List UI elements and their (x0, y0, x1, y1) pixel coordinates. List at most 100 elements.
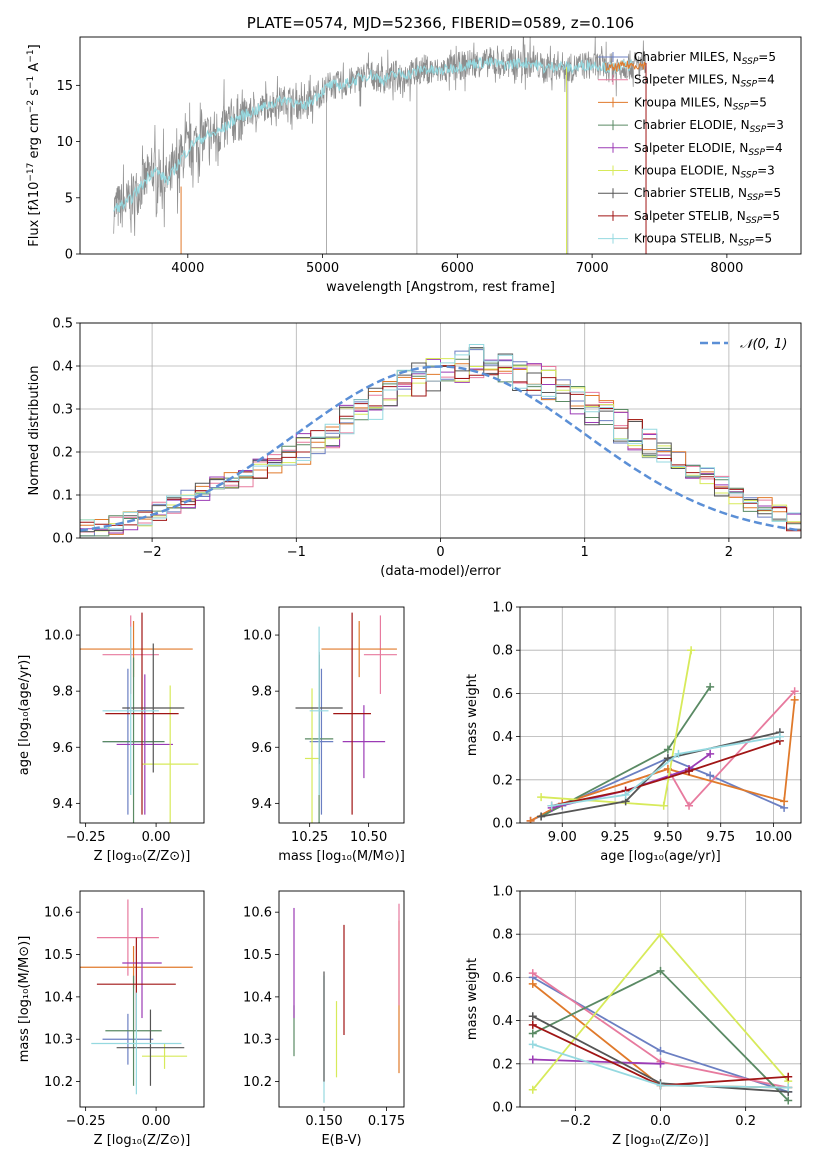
series-marker (656, 1081, 665, 1090)
legend-entry: Kroupa ELODIE, NSSP=3 (634, 164, 775, 181)
y-tick-label: 10.6 (44, 906, 73, 921)
histogram-step (80, 344, 801, 530)
x-tick-label: 9.25 (601, 830, 630, 845)
axes-frame (278, 890, 405, 1108)
series-marker (526, 816, 535, 823)
x-axis-label: Z [log₁₀(Z/Z⊙)] (94, 1133, 191, 1148)
series-marker (528, 1085, 537, 1094)
y-tick-label: 10.5 (243, 948, 272, 963)
y-tick-label: 15 (56, 79, 73, 94)
y-axis-label: mass weight (465, 958, 480, 1040)
y-tick-label: 10.2 (44, 1075, 73, 1090)
plot-area (293, 903, 400, 1103)
axes-frame (79, 606, 205, 824)
series-marker (780, 797, 789, 806)
y-tick-label: 0.4 (52, 360, 73, 375)
y-tick-label: 0.4 (492, 1014, 513, 1029)
x-tick-label: 10.25 (291, 830, 328, 845)
y-tick-label: 0.8 (492, 644, 513, 659)
plot-area (528, 930, 793, 1105)
y-tick-label: 0.6 (492, 687, 513, 702)
y-axis-label: mass weight (465, 674, 480, 756)
y-axis-label: age [log₁₀(age/yr)] (17, 655, 32, 776)
x-axis-label: age [log₁₀(age/yr)] (600, 849, 721, 864)
y-tick-label: 10.0 (44, 629, 73, 644)
series-marker (656, 966, 665, 975)
y-tick-label: 10.4 (243, 990, 272, 1005)
series-marker (528, 1029, 537, 1038)
series-marker (775, 732, 784, 741)
series-line (532, 1058, 661, 1065)
x-tick-label: 10.00 (755, 830, 792, 845)
histogram-axes: −2 −1 0 1 2 0.0 0.1 0.2 0.3 0.4 0.5 (data-model)/er… (27, 317, 802, 579)
x-tick-label: 6000 (441, 261, 474, 276)
y-tick-label: 0.3 (52, 403, 73, 418)
series-marker (663, 754, 672, 763)
series-marker (656, 930, 665, 939)
axes-frame (519, 890, 802, 1108)
x-axis-label: E(B-V) (321, 1133, 361, 1148)
y-axis-label: Flux [fλ10−17 erg cm−2 s−1 A−1] (26, 44, 42, 246)
y-tick-label: 10.3 (44, 1033, 73, 1048)
x-tick-label: 0.175 (368, 1114, 405, 1129)
y-tick-label: 10.5 (44, 948, 73, 963)
x-tick-label: 1 (581, 545, 589, 560)
x-tick-label: 7000 (576, 261, 609, 276)
x-tick-label: 10.50 (350, 830, 387, 845)
x-axis-label: Z [log₁₀(Z/Z⊙)] (94, 849, 191, 864)
plot-area (526, 646, 799, 823)
series-marker (528, 969, 537, 978)
series-marker (706, 682, 715, 691)
series-marker (790, 695, 799, 704)
y-tick-label: 9.4 (251, 797, 272, 812)
series-marker (784, 1083, 793, 1092)
plot-area (113, 37, 647, 254)
series-marker (547, 801, 556, 810)
series-marker (528, 979, 537, 988)
legend-entry: Kroupa STELIB, NSSP=5 (634, 232, 772, 249)
x-tick-label: 0 (436, 545, 444, 560)
y-tick-label: 9.8 (52, 685, 73, 700)
y-tick-label: 0.2 (52, 446, 73, 461)
legend-entry: Chabrier MILES, NSSP=5 (634, 50, 776, 67)
y-tick-label: 0.1 (52, 489, 73, 504)
plot-area (80, 612, 199, 823)
plot-area (80, 899, 193, 1095)
legend-entry: 𝒩(0, 1) (740, 337, 787, 352)
y-tick-label: 9.6 (251, 741, 272, 756)
axes-frame (519, 606, 802, 824)
x-axis-label: mass [log₁₀(M/M⊙)] (278, 849, 405, 864)
x-tick-label: 0.00 (142, 830, 171, 845)
axes-frame (278, 606, 405, 824)
series-marker (784, 1096, 793, 1105)
mass-vs-ebv-axes: 0.150 0.175 10.2 10.3 10.4 10.5 10.6 E(B-V) (243, 890, 405, 1148)
series-marker (537, 812, 546, 821)
series-marker (528, 1012, 537, 1021)
plot-area (295, 612, 397, 823)
x-tick-label: 9.50 (653, 830, 682, 845)
mass-weight-vs-age-axes: 9.00 9.25 9.50 9.75 10.00 0.0 0.2 0.4 0.6 0.8 1.0 a… (465, 601, 802, 864)
x-tick-label: 9.75 (706, 830, 735, 845)
series-marker (621, 790, 630, 799)
y-tick-label: 1.0 (492, 601, 513, 616)
legend-entry: Kroupa MILES, NSSP=5 (634, 95, 767, 112)
y-tick-label: 0.4 (492, 730, 513, 745)
x-tick-label: −0.25 (66, 830, 106, 845)
y-tick-label: 0.0 (52, 532, 73, 547)
x-tick-label: −1 (287, 545, 306, 560)
series-marker (685, 801, 694, 810)
y-tick-label: 5 (65, 191, 73, 206)
x-tick-label: 0.2 (735, 1114, 756, 1129)
x-tick-label: 0.150 (305, 1114, 342, 1129)
y-tick-label: 10.0 (243, 629, 272, 644)
y-tick-label: 10.4 (44, 990, 73, 1005)
series-marker (663, 745, 672, 754)
series-line (551, 753, 711, 809)
y-tick-label: 10.3 (243, 1033, 272, 1048)
y-tick-label: 0.2 (492, 1057, 513, 1072)
series-marker (687, 646, 696, 655)
x-tick-label: 0.00 (142, 1114, 171, 1129)
x-tick-label: −2 (143, 545, 162, 560)
age-vs-mass-axes: 10.25 10.50 9.4 9.6 9.8 10.0 mass [log₁₀(M/M⊙)… (243, 606, 405, 864)
y-tick-label: 10 (56, 135, 73, 150)
